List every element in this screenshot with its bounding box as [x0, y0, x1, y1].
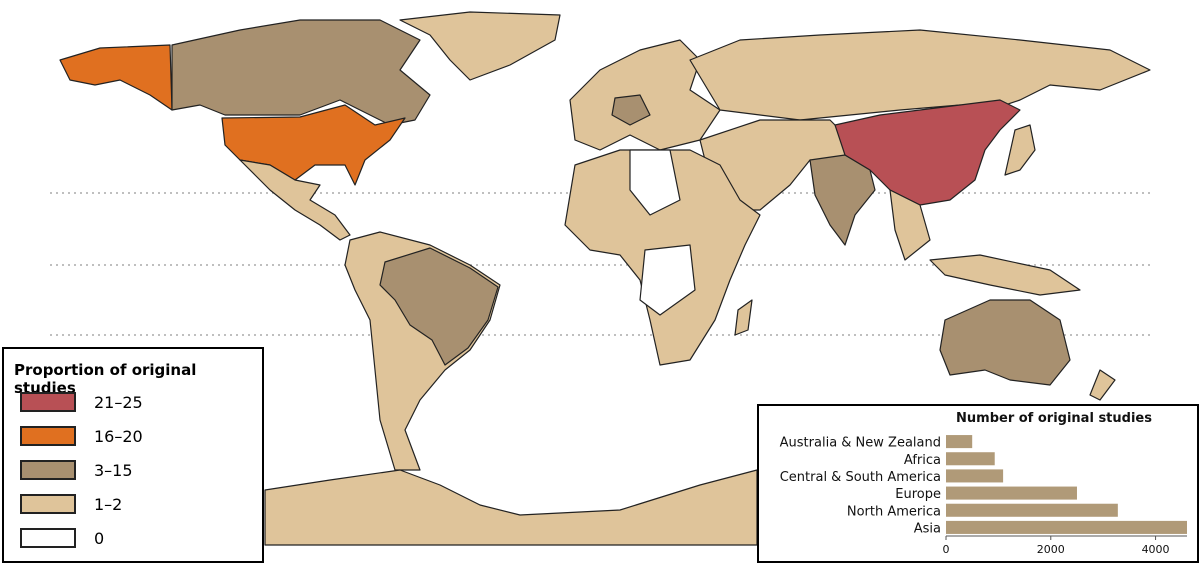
bar [946, 503, 1118, 517]
category-label: North America [847, 504, 941, 519]
legend-swatch [20, 460, 76, 480]
bar [946, 469, 1004, 483]
legend-label: 0 [94, 528, 105, 548]
legend-swatch [20, 528, 76, 548]
legend-item: 21–25 [20, 391, 143, 413]
x-tick-label: 2000 [1037, 543, 1065, 556]
legend-item: 1–2 [20, 493, 122, 515]
bar [946, 435, 973, 449]
category-label: Africa [904, 453, 941, 468]
legend: Proportion of original studies 21–25 16–2… [2, 347, 264, 563]
chart: Number of original studies 0 2000 4000 Aust… [780, 411, 1187, 556]
x-tick-label: 4000 [1142, 543, 1170, 556]
legend-swatch [20, 426, 76, 446]
legend-item: 16–20 [20, 425, 143, 447]
bar [946, 452, 995, 466]
chart-title: Number of original studies [956, 411, 1152, 426]
bar [946, 520, 1187, 534]
category-label: Asia [914, 521, 941, 536]
legend-swatch [20, 494, 76, 514]
legend-swatch [20, 392, 76, 412]
category-label: Australia & New Zealand [780, 436, 941, 451]
category-label: Central & South America [780, 470, 941, 485]
countries [59, 11, 1151, 546]
legend-label: 21–25 [94, 392, 143, 412]
x-tick-label: 0 [943, 543, 950, 556]
legend-label: 16–20 [94, 426, 143, 446]
legend-label: 3–15 [94, 460, 133, 480]
bar [946, 486, 1077, 500]
legend-label: 1–2 [94, 494, 123, 514]
inset-chart: Number of original studies 0 2000 4000 Aust… [757, 404, 1199, 563]
category-label: Europe [895, 487, 941, 502]
legend-item: 3–15 [20, 459, 133, 481]
legend-item: 0 [20, 527, 104, 549]
